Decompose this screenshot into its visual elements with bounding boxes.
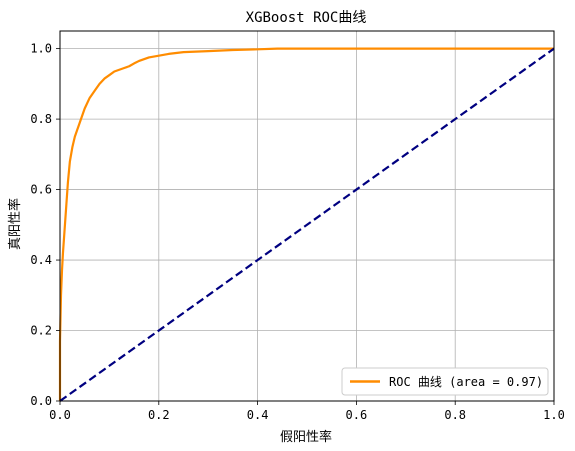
y-tick-label: 1.0 xyxy=(30,42,52,56)
legend-box xyxy=(341,367,549,396)
y-axis-label: 真阳性率 xyxy=(7,198,23,250)
plot-frame xyxy=(59,30,555,402)
y-axis-ticks: 0.0 0.2 0.4 0.6 0.8 1.0 xyxy=(30,42,60,408)
y-tick-label: 0.4 xyxy=(30,253,52,267)
legend-label-roc: ROC 曲线 (area = 0.97) xyxy=(389,375,543,389)
diagonal-reference-line xyxy=(59,47,555,402)
roc-curve-line xyxy=(58,47,554,401)
x-axis-ticks: 0.0 0.2 0.4 0.6 0.8 1.0 xyxy=(49,401,565,422)
y-tick-label: 0.2 xyxy=(30,324,52,338)
y-tick-label: 0.8 xyxy=(30,112,52,126)
x-tick-label: 0.4 xyxy=(247,408,269,422)
grid-lines xyxy=(59,31,555,402)
y-tick-label: 0.6 xyxy=(30,183,52,197)
x-tick-label: 0.6 xyxy=(346,408,368,422)
chart-title: XGBoost ROC曲线 xyxy=(246,10,367,26)
x-tick-label: 1.0 xyxy=(543,408,565,422)
x-tick-label: 0.8 xyxy=(444,408,466,422)
series-layer xyxy=(58,47,555,402)
x-tick-label: 0.2 xyxy=(148,408,170,422)
y-tick-label: 0.0 xyxy=(30,394,52,408)
legend: ROC 曲线 (area = 0.97) xyxy=(341,367,549,396)
x-axis-label: 假阳性率 xyxy=(280,429,332,445)
x-tick-label: 0.0 xyxy=(49,408,71,422)
